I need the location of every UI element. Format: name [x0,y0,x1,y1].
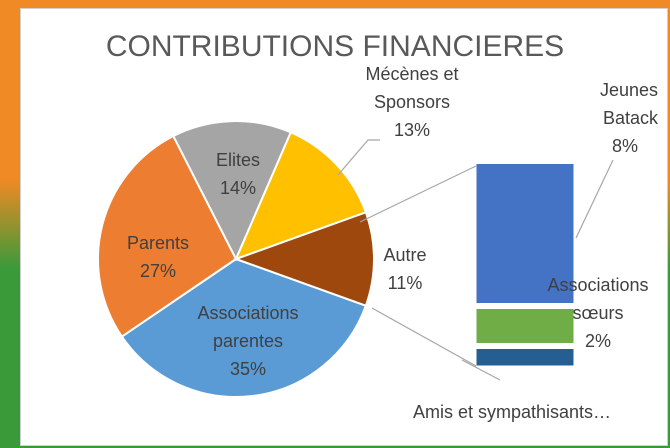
data-label: Associations parentes 35% [192,299,304,383]
label-value: 35% [229,359,267,379]
label-name: Jeunes Batack [599,80,658,128]
label-value: 13% [393,120,431,140]
leader-line [575,159,614,239]
chart-title: CONTRIBUTIONS FINANCIERES [105,30,565,63]
label-value: 11% [387,273,423,293]
bar-segment [475,308,575,344]
label-value: 14% [219,178,257,198]
bar-segment [475,163,575,304]
bar-segment [475,348,575,367]
data-label: Elites 14% [198,146,278,202]
label-name: Elites [215,150,260,170]
connector [359,165,477,223]
leader-line [461,359,501,381]
data-label: Jeunes Batack 8% [572,76,658,160]
pie-slice [120,257,368,398]
data-label: Parents 27% [110,229,206,285]
leader-line [337,139,380,176]
pie-slice [233,210,375,308]
data-label: Autre 11% [370,241,440,297]
label-name: Parents [126,233,190,253]
label-value: 8% [611,136,638,156]
pie-slice [172,120,293,262]
data-label: Amis et sympathisants… [380,398,644,426]
data-label: Associations sœurs 2% [543,271,653,355]
data-label: Mécènes et Sponsors 13% [352,60,472,144]
label-name: Mécènes et Sponsors [365,64,459,112]
label-name: Associations parentes [197,303,299,351]
label-name: Autre [383,245,427,265]
pie-slice [234,131,368,261]
label-value: 2% [584,331,611,351]
pie-slice [97,134,238,338]
label-name: Associations sœurs [547,275,649,323]
label-name: Amis et sympathisants… [412,402,612,422]
leader-lines [337,139,614,381]
label-value: 27% [139,261,177,281]
connector [371,307,477,367]
